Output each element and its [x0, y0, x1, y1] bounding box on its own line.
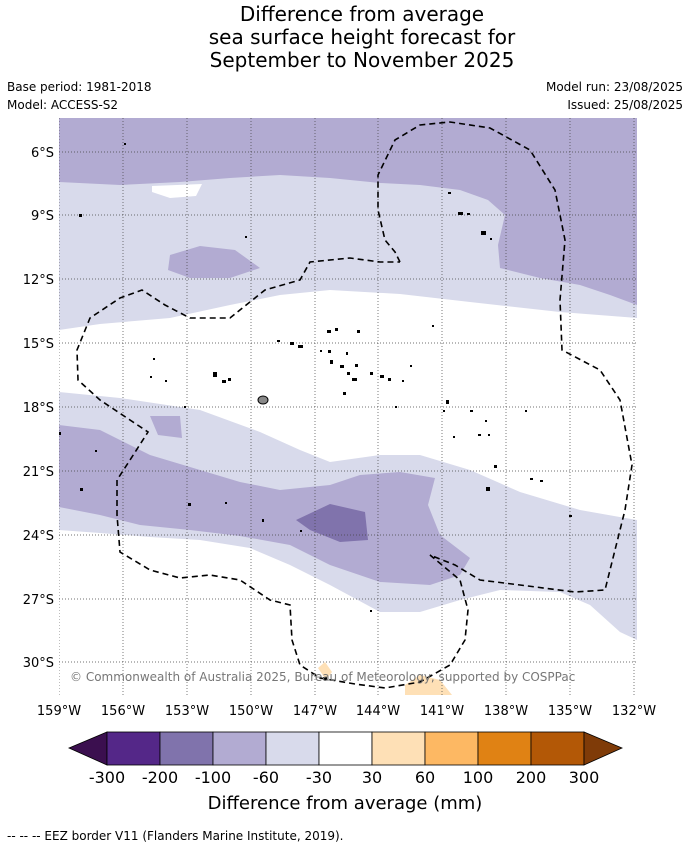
eez-border [76, 121, 633, 689]
base-period: Base period: 1981-2018 [7, 80, 152, 94]
lon-labels: 159°W 156°W 153°W 150°W 147°W 144°W 141°… [37, 704, 656, 719]
colorbar-segment [159, 731, 214, 766]
gridlines [59, 118, 637, 695]
title-line-3: September to November 2025 [209, 48, 515, 72]
lon-label: 135°W [548, 704, 592, 719]
anomaly-band-medium-south [59, 425, 470, 585]
lat-label: 21°S [23, 465, 54, 480]
islands [59, 143, 572, 680]
lon-label: 144°W [356, 704, 400, 719]
colorbar-segment [212, 731, 267, 766]
anomaly-band-dark [296, 504, 368, 542]
model-run: Model run: 23/08/2025 [545, 80, 683, 94]
colorbar-segment [371, 731, 426, 766]
issued-date: Issued: 25/08/2025 [567, 98, 683, 112]
lat-label: 27°S [23, 593, 54, 608]
anomaly-band-medium-spot [150, 416, 182, 438]
island-outlined [257, 395, 269, 405]
lon-label: 147°W [293, 704, 337, 719]
lat-label: 6°S [31, 146, 54, 161]
colorbar-tick-label: 60 [415, 768, 435, 787]
meta-right: Model run: 23/08/2025 Issued: 25/08/2025 [546, 78, 683, 114]
colorbar-segment [477, 731, 532, 766]
anomaly-positive-patch-1 [405, 675, 452, 695]
colorbar-under-arrow [67, 731, 108, 766]
colorbar-title: Difference from average (mm) [208, 793, 483, 814]
colorbar-over-arrow [583, 731, 624, 766]
colorbar-segment [106, 731, 161, 766]
colorbar-tick-label: -30 [306, 768, 332, 787]
lon-label: 156°W [101, 704, 145, 719]
anomaly-positive-patch-2 [318, 662, 332, 680]
colorbar-tick-label: -200 [142, 768, 178, 787]
colorbar-segment [424, 731, 479, 766]
copyright-notice: © Commonwealth of Australia 2025, Bureau… [70, 670, 575, 684]
colorbar-segment [265, 731, 320, 766]
model-name: Model: ACCESS-S2 [7, 98, 119, 112]
lat-label: 18°S [23, 401, 54, 416]
colorbar-tick-label: -60 [253, 768, 279, 787]
colorbar-tick-label: -100 [195, 768, 231, 787]
colorbar-tick-label: 300 [569, 768, 600, 787]
colorbar-tick-label: 200 [516, 768, 547, 787]
lat-label: 12°S [23, 273, 54, 288]
colorbar-tick-label: -300 [89, 768, 125, 787]
map-title: Difference from average sea surface heig… [0, 3, 690, 72]
lat-label: 15°S [23, 337, 54, 352]
title-line-2: sea surface height forecast for [208, 25, 516, 49]
title-line-1: Difference from average [239, 2, 485, 26]
colorbar-segment [530, 731, 585, 766]
colorbar-tick-label: 100 [463, 768, 494, 787]
lon-label: 150°W [229, 704, 273, 719]
anomaly-band-medium-north [59, 118, 637, 305]
lon-label: 153°W [165, 704, 209, 719]
anomaly-white-patch [152, 184, 202, 198]
colorbar: -300 -200 -100 -60 -30 30 60 100 200 300… [67, 731, 624, 814]
anomaly-band-medium-patch [168, 246, 260, 278]
map-area: © Commonwealth of Australia 2025, Bureau… [59, 118, 637, 695]
lat-label: 24°S [23, 529, 54, 544]
lon-label: 138°W [484, 704, 528, 719]
lat-label: 30°S [23, 656, 54, 671]
colorbar-tick-labels: -300 -200 -100 -60 -30 30 60 100 200 300 [89, 768, 599, 787]
lon-label: 141°W [420, 704, 464, 719]
colorbar-tick-label: 30 [362, 768, 382, 787]
lat-labels: 6°S 9°S 12°S 15°S 18°S 21°S 24°S 27°S 30… [23, 146, 54, 671]
eez-footnote: -- -- -- EEZ border V11 (Flanders Marine… [7, 829, 344, 843]
meta-left: Base period: 1981-2018 Model: ACCESS-S2 [7, 78, 152, 114]
colorbar-segment [318, 731, 373, 766]
lon-label: 159°W [37, 704, 81, 719]
lat-label: 9°S [31, 209, 54, 224]
lon-label: 132°W [612, 704, 656, 719]
